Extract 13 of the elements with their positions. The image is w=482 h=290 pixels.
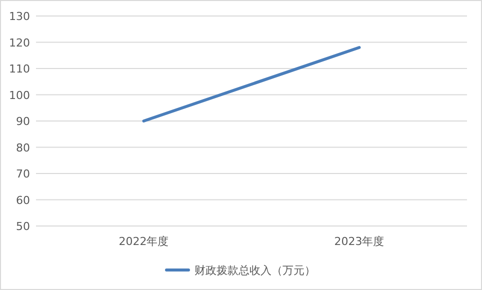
y-tick-label: 90: [16, 115, 30, 128]
y-tick-label: 110: [9, 62, 30, 76]
y-tick-label: 130: [9, 10, 30, 23]
x-tick-label: 2022年度: [118, 235, 169, 248]
x-tick-label: 2023年度: [334, 235, 384, 248]
y-tick-label: 70: [16, 168, 30, 180]
y-tick-label: 120: [9, 36, 30, 50]
y-tick-label: 80: [16, 141, 30, 154]
legend: 财政拨款总收入（万元）: [165, 264, 316, 277]
y-tick-label: 50: [16, 220, 30, 233]
y-tick-label: 60: [16, 194, 30, 207]
legend-label: 财政拨款总收入（万元）: [194, 264, 316, 277]
y-tick-label: 100: [9, 88, 30, 102]
